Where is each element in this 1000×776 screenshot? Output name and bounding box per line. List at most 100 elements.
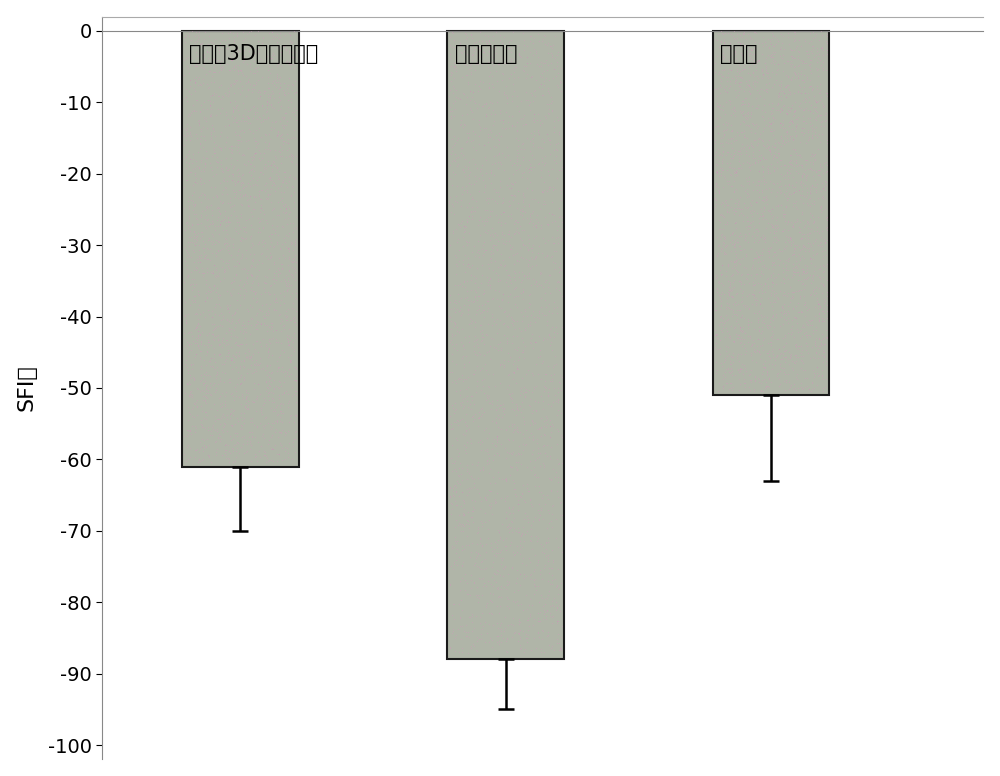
Point bbox=[197, 237, 213, 250]
Point bbox=[527, 316, 543, 328]
Point bbox=[809, 247, 825, 259]
Point bbox=[546, 302, 562, 314]
Point bbox=[718, 95, 734, 108]
Point bbox=[216, 411, 232, 423]
Point bbox=[531, 311, 547, 324]
Point bbox=[215, 313, 231, 325]
Point bbox=[180, 439, 196, 452]
Point bbox=[513, 529, 529, 542]
Point bbox=[483, 167, 499, 179]
Point bbox=[505, 78, 521, 90]
Point bbox=[740, 322, 756, 334]
Point bbox=[754, 64, 770, 77]
Point bbox=[259, 325, 275, 338]
Point bbox=[527, 563, 543, 575]
Point bbox=[514, 265, 530, 278]
Point bbox=[258, 177, 274, 189]
Point bbox=[742, 111, 758, 123]
Point bbox=[469, 262, 485, 275]
Point bbox=[233, 338, 249, 350]
Point bbox=[235, 68, 251, 81]
Point bbox=[221, 306, 237, 318]
Point bbox=[463, 574, 479, 587]
Point bbox=[509, 124, 525, 137]
Point bbox=[808, 100, 824, 113]
Point bbox=[539, 98, 555, 110]
Point bbox=[279, 329, 295, 341]
Point bbox=[478, 97, 494, 109]
Point bbox=[537, 150, 553, 162]
Point bbox=[217, 210, 233, 222]
Point bbox=[186, 264, 202, 276]
Point bbox=[260, 286, 276, 299]
Point bbox=[785, 286, 801, 298]
Point bbox=[201, 29, 217, 42]
Point bbox=[770, 143, 786, 155]
Point bbox=[529, 280, 545, 293]
Point bbox=[461, 261, 477, 273]
Point bbox=[514, 331, 530, 344]
Point bbox=[193, 334, 209, 347]
Point bbox=[487, 157, 503, 169]
Point bbox=[539, 128, 555, 140]
Point bbox=[793, 68, 809, 80]
Point bbox=[528, 258, 544, 271]
Point bbox=[733, 336, 749, 348]
Point bbox=[817, 203, 833, 215]
Point bbox=[771, 372, 787, 385]
Point bbox=[450, 419, 466, 431]
Point bbox=[489, 430, 505, 442]
Point bbox=[190, 330, 206, 342]
Point bbox=[185, 279, 201, 291]
Point bbox=[522, 319, 538, 331]
Point bbox=[738, 221, 754, 234]
Point bbox=[279, 283, 295, 296]
Point bbox=[185, 99, 201, 111]
Point bbox=[714, 243, 730, 255]
Point bbox=[498, 88, 514, 101]
Point bbox=[488, 439, 504, 452]
Point bbox=[185, 162, 201, 175]
Point bbox=[266, 255, 282, 268]
Point bbox=[786, 248, 802, 260]
Point bbox=[248, 78, 264, 90]
Point bbox=[205, 324, 221, 336]
Point bbox=[481, 427, 497, 439]
Point bbox=[471, 561, 487, 573]
Point bbox=[464, 91, 480, 103]
Point bbox=[458, 408, 474, 421]
Point bbox=[189, 320, 205, 333]
Point bbox=[485, 241, 501, 254]
Point bbox=[530, 28, 546, 40]
Point bbox=[545, 39, 561, 51]
Point bbox=[783, 231, 799, 244]
Point bbox=[724, 351, 740, 363]
Point bbox=[253, 131, 269, 144]
Point bbox=[461, 482, 477, 494]
Point bbox=[758, 64, 774, 76]
Point bbox=[196, 339, 212, 352]
Point bbox=[445, 625, 461, 637]
Point bbox=[751, 286, 767, 298]
Point bbox=[754, 287, 770, 300]
Point bbox=[263, 158, 279, 171]
Point bbox=[543, 251, 559, 263]
Point bbox=[720, 258, 736, 271]
Point bbox=[455, 230, 471, 243]
Point bbox=[531, 422, 547, 435]
Point bbox=[818, 324, 834, 336]
Point bbox=[236, 292, 252, 304]
Point bbox=[456, 508, 472, 520]
Point bbox=[756, 202, 772, 214]
Point bbox=[236, 322, 252, 334]
Point bbox=[477, 616, 493, 629]
Point bbox=[518, 72, 534, 85]
Point bbox=[227, 330, 243, 342]
Point bbox=[246, 419, 262, 431]
Point bbox=[530, 470, 546, 483]
Point bbox=[754, 316, 770, 328]
Point bbox=[482, 210, 498, 223]
Point bbox=[765, 30, 781, 43]
Point bbox=[259, 271, 275, 283]
Point bbox=[798, 337, 814, 349]
